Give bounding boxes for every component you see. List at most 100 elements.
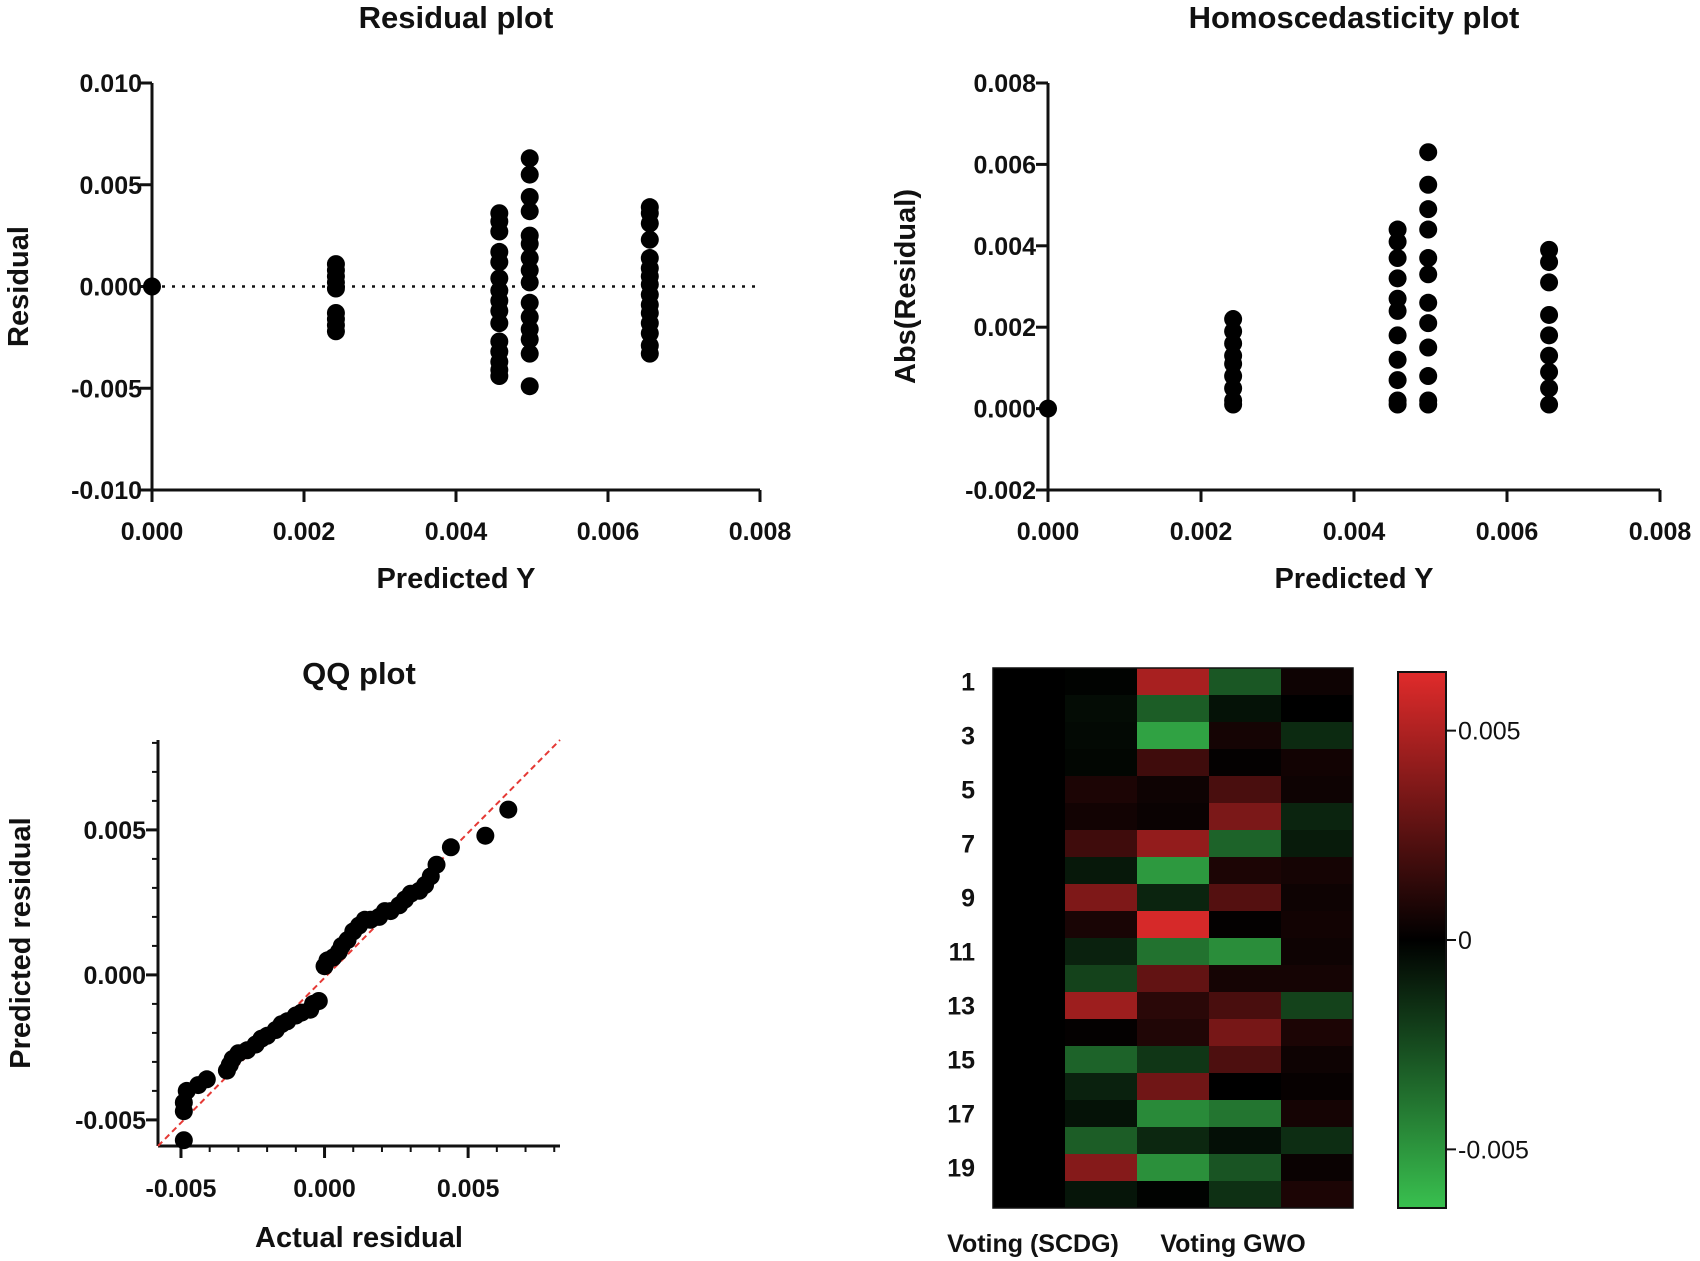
qq-xtick-label: 0.000 — [293, 1175, 356, 1203]
heatmap-cell — [1065, 1127, 1138, 1155]
heatmap-cell — [1137, 776, 1210, 804]
residual-point — [143, 277, 161, 296]
heatmap-cell — [1065, 938, 1138, 966]
heatmap-cell — [993, 857, 1066, 885]
homoscedasticity-point — [1388, 269, 1407, 288]
heatmap-border — [992, 667, 1354, 1209]
residual-point — [326, 279, 345, 298]
homoscedasticity-xlabel: Predicted Y — [1274, 563, 1433, 595]
residual-point — [520, 344, 539, 363]
heatmap-cell — [1137, 749, 1210, 777]
homoscedasticity-point — [1388, 249, 1407, 268]
homoscedasticity-point — [1540, 305, 1559, 324]
homoscedasticity-ytick-label: -0.002 — [965, 477, 1036, 505]
heatmap-cell — [1281, 884, 1354, 912]
residual-xtick-label: 0.008 — [729, 518, 792, 546]
residual-point — [326, 322, 345, 341]
heatmap-cell — [1281, 749, 1354, 777]
heatmap-row-label: 19 — [947, 1155, 975, 1183]
homoscedasticity-point — [1419, 265, 1438, 284]
heatmap-cell — [1209, 1100, 1282, 1128]
heatmap-cell — [993, 965, 1066, 993]
heatmap-cell — [1281, 857, 1354, 885]
heatmap-cell — [1209, 668, 1282, 696]
heatmap-cell — [1065, 1100, 1138, 1128]
homoscedasticity-point — [1419, 143, 1438, 162]
homoscedasticity-xtick-label: 0.006 — [1476, 518, 1539, 546]
homoscedasticity-point — [1540, 395, 1559, 414]
heatmap-cell — [1209, 749, 1282, 777]
residual-xtick-label: 0.004 — [425, 518, 488, 546]
residual-point — [640, 230, 659, 249]
homoscedasticity-point — [1540, 346, 1559, 365]
heatmap-cell — [1281, 1154, 1354, 1182]
residual-point — [490, 314, 509, 333]
heatmap-cell — [1281, 911, 1354, 939]
heatmap-cell — [1137, 938, 1210, 966]
heatmap-row-label: 1 — [961, 669, 975, 697]
residual-point — [520, 187, 539, 206]
heatmap-cell — [1065, 695, 1138, 723]
homoscedasticity-point — [1388, 301, 1407, 320]
heatmap-cell — [993, 938, 1066, 966]
residual-title: Residual plot — [359, 0, 554, 35]
homoscedasticity-point — [1419, 395, 1438, 414]
heatmap-cell — [1065, 722, 1138, 750]
residual-point — [520, 165, 539, 184]
heatmap-cell — [1137, 830, 1210, 858]
heatmap-cell — [1209, 830, 1282, 858]
homoscedasticity-point — [1540, 379, 1559, 398]
heatmap-cell — [1137, 1019, 1210, 1047]
qq-point — [174, 1131, 193, 1150]
heatmap-cell — [1281, 668, 1354, 696]
heatmap-cell — [1209, 803, 1282, 831]
homoscedasticity-point — [1419, 220, 1438, 239]
heatmap-col-label: Voting (SCDG) — [947, 1230, 1119, 1258]
homoscedasticity-xtick-label: 0.004 — [1323, 518, 1386, 546]
homoscedasticity-point — [1419, 314, 1438, 333]
residual-point — [490, 253, 509, 272]
heatmap-cell — [1137, 1046, 1210, 1074]
homoscedasticity-point — [1419, 200, 1438, 219]
qq-ytick-label: 0.005 — [83, 817, 146, 845]
heatmap-cell — [1065, 1181, 1138, 1209]
qq-title: QQ plot — [302, 656, 416, 691]
heatmap-cell — [1281, 1073, 1354, 1101]
homoscedasticity-point — [1224, 395, 1243, 414]
heatmap-cell — [1281, 776, 1354, 804]
heatmap-cell — [1065, 830, 1138, 858]
homoscedasticity-xtick-label: 0.002 — [1170, 518, 1233, 546]
heatmap-cell — [1065, 992, 1138, 1020]
heatmap-cell — [993, 695, 1066, 723]
heatmap-cell — [1137, 911, 1210, 939]
homoscedasticity-point — [1419, 293, 1438, 312]
heatmap-cell — [1065, 776, 1138, 804]
heatmap-cell — [993, 1073, 1066, 1101]
heatmap-cell — [1209, 1019, 1282, 1047]
heatmap-cell — [1209, 1073, 1282, 1101]
heatmap-cell — [1137, 695, 1210, 723]
qq-point — [441, 838, 460, 857]
heatmap-cell — [993, 1046, 1066, 1074]
residual-point — [520, 234, 539, 253]
qq-ytick-label: 0.000 — [83, 962, 146, 990]
homoscedasticity-point — [1540, 326, 1559, 345]
residual-ylabel: Residual — [3, 226, 35, 347]
heatmap-cell — [1065, 1073, 1138, 1101]
heatmap-cell — [1137, 1073, 1210, 1101]
heatmap-cell — [1281, 695, 1354, 723]
homoscedasticity-point — [1388, 350, 1407, 369]
heatmap-cell — [1281, 992, 1354, 1020]
homoscedasticity-point — [1419, 367, 1438, 386]
residual-xtick-label: 0.006 — [577, 518, 640, 546]
heatmap-row-label: 17 — [947, 1101, 975, 1129]
heatmap-cell — [1065, 1154, 1138, 1182]
qq-reference-line — [157, 739, 561, 1147]
residual-xtick-label: 0.002 — [273, 518, 336, 546]
heatmap-row-label: 7 — [961, 831, 975, 859]
heatmap-cell — [993, 1154, 1066, 1182]
heatmap-cell — [993, 1100, 1066, 1128]
heatmap-cell — [993, 776, 1066, 804]
heatmap-cell — [1137, 1100, 1210, 1128]
